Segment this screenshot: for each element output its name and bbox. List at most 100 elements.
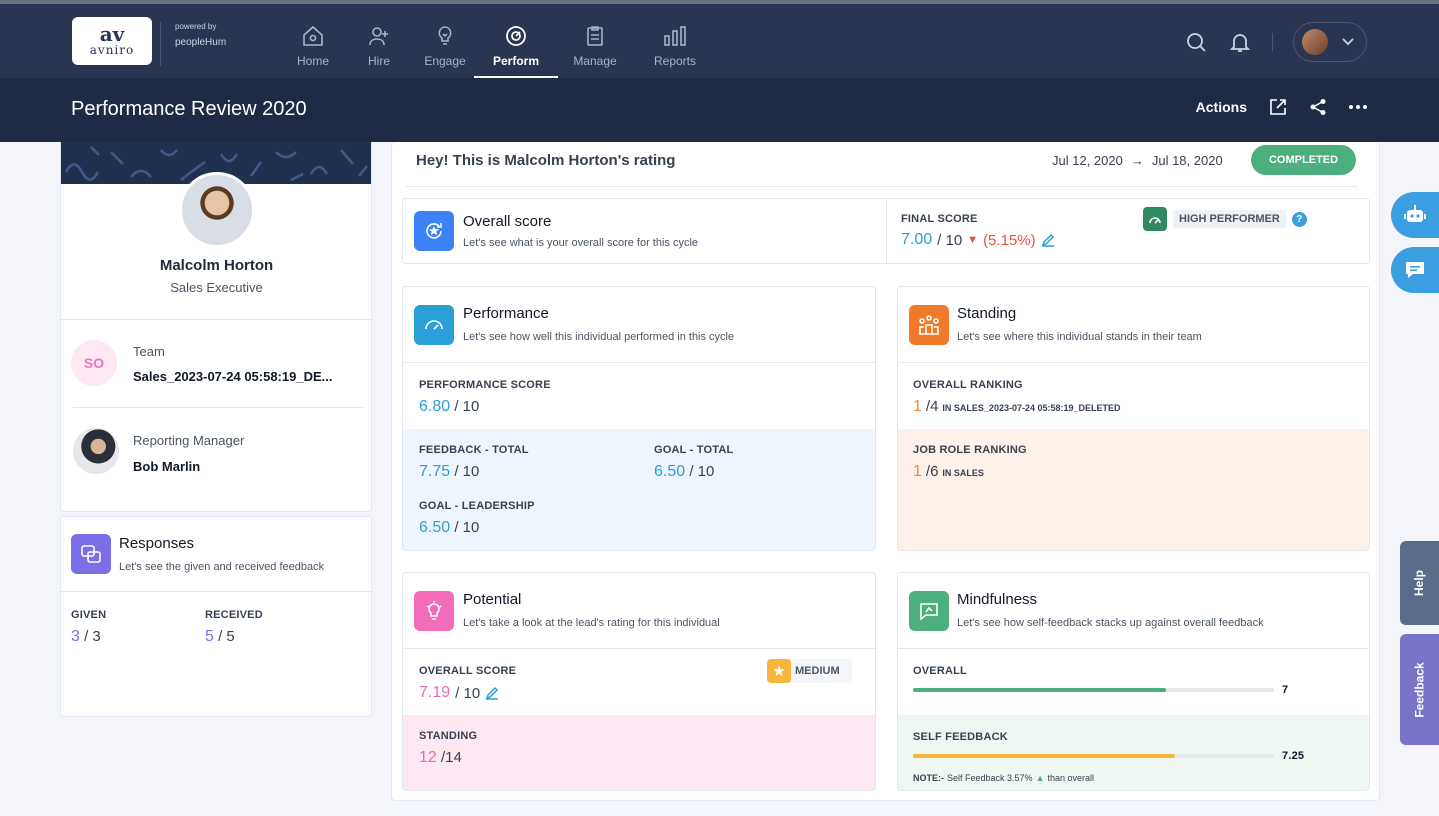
review-dates: Jul 12, 2020 → Jul 18, 2020 xyxy=(1052,153,1223,168)
responses-title: Responses xyxy=(119,535,195,552)
nav-home[interactable]: Home xyxy=(280,4,346,78)
nav-hire[interactable]: Hire xyxy=(346,4,412,78)
user-menu[interactable] xyxy=(1293,22,1367,62)
performance-score: 6.80 / 10 xyxy=(419,398,479,416)
manager-avatar xyxy=(73,428,119,474)
overall-icon-box xyxy=(414,211,454,251)
goal-leadership-total: / 10 xyxy=(454,519,480,536)
standing-card: Standing Let's see where this individual… xyxy=(897,286,1370,551)
self-feedback-label: SELF FEEDBACK xyxy=(913,731,1008,743)
mindfulness-card: Mindfulness Let's see how self-feedback … xyxy=(897,572,1370,791)
received-value: 5 xyxy=(205,628,214,645)
note-suffix: than overall xyxy=(1047,773,1095,783)
received-label: RECEIVED xyxy=(205,609,263,621)
more-icon[interactable] xyxy=(1349,104,1367,110)
person-role: Sales Executive xyxy=(170,280,263,295)
share-icon[interactable] xyxy=(1309,98,1327,116)
logo-name: avniro xyxy=(89,43,135,57)
potential-title: Potential xyxy=(463,591,522,608)
nav-engage-label: Engage xyxy=(424,54,466,68)
help-tab[interactable]: Help xyxy=(1400,541,1439,625)
star-icon: ★ xyxy=(767,659,791,683)
actions-button[interactable]: Actions xyxy=(1195,99,1247,115)
arrow-up-icon: ▲ xyxy=(1035,773,1045,783)
end-date: Jul 18, 2020 xyxy=(1151,153,1223,168)
status-badge: COMPLETED xyxy=(1251,145,1356,175)
responses-card: Responses Let's see the given and receiv… xyxy=(60,516,373,717)
divider xyxy=(73,407,363,408)
standing-icon-box xyxy=(909,305,949,345)
powered-by-label: powered by xyxy=(175,22,217,31)
overall-ranking-scope: IN SALES_2023-07-24 05:58:19_DELETED xyxy=(942,403,1121,413)
given-score: 3 / 3 xyxy=(71,628,101,646)
refresh-star-icon xyxy=(426,223,442,239)
potential-score: 7.19/ 10 xyxy=(419,684,499,702)
overall-ranking-total: /4 xyxy=(925,398,939,415)
nav-manage[interactable]: Manage xyxy=(554,4,636,78)
final-score-total: / 10 xyxy=(937,231,963,249)
potential-badge: ★ MEDIUM xyxy=(767,659,852,683)
chatbot-button[interactable] xyxy=(1391,192,1439,238)
potential-score-total: / 10 xyxy=(455,684,481,702)
brand-logo[interactable]: av avniro xyxy=(72,17,152,65)
edit-icon[interactable] xyxy=(1041,233,1055,247)
bell-icon[interactable] xyxy=(1228,30,1252,54)
performance-icon-box xyxy=(414,305,454,345)
overall-ranking: 1/4 IN SALES_2023-07-24 05:58:19_DELETED xyxy=(913,398,1121,416)
nav-perform[interactable]: Perform xyxy=(474,4,558,79)
nav-engage[interactable]: Engage xyxy=(412,4,478,78)
self-feedback-section: SELF FEEDBACK 7.25 NOTE:- Self Feedback … xyxy=(898,715,1369,790)
note-label: NOTE:- xyxy=(913,773,944,783)
bulb-icon xyxy=(438,26,452,45)
podium-icon xyxy=(919,315,939,335)
job-ranking-section: JOB ROLE RANKING 1/6 IN SALES xyxy=(898,429,1369,550)
note-text: Self Feedback 3.57% xyxy=(947,773,1033,783)
chevron-down-icon xyxy=(1342,38,1354,46)
external-link-icon[interactable] xyxy=(1269,98,1287,116)
mindfulness-icon-box xyxy=(909,591,949,631)
header-actions: Actions xyxy=(1196,98,1367,116)
job-ranking: 1/6 IN SALES xyxy=(913,463,984,481)
received-score: 5 / 5 xyxy=(205,628,235,646)
divider xyxy=(403,648,875,649)
search-icon[interactable] xyxy=(1184,30,1208,54)
clipboard-icon xyxy=(587,26,603,46)
divider xyxy=(61,591,373,592)
divider xyxy=(406,186,1358,187)
job-ranking-label: JOB ROLE RANKING xyxy=(913,444,1027,456)
goal-leadership-label: GOAL - LEADERSHIP xyxy=(419,500,535,512)
job-ranking-value: 1 xyxy=(913,463,922,480)
page-title: Performance Review 2020 xyxy=(71,98,307,120)
potential-standing: 12 /14 xyxy=(419,749,462,767)
gauge-icon xyxy=(506,26,526,46)
bar-chart-icon xyxy=(664,26,686,46)
review-heading: Hey! This is Malcolm Horton's rating xyxy=(416,152,676,169)
nav-reports[interactable]: Reports xyxy=(636,4,714,78)
feedback-tab[interactable]: Feedback xyxy=(1400,634,1439,745)
divider xyxy=(61,319,373,320)
avatar xyxy=(1302,29,1328,55)
feedback-total-value: 7.75 xyxy=(419,463,451,480)
profile-photo xyxy=(179,172,255,248)
arrow-right-icon: → xyxy=(1130,153,1144,168)
overall-ranking-value: 1 xyxy=(913,398,922,415)
manager-label: Reporting Manager xyxy=(133,433,245,448)
potential-standing-total: /14 xyxy=(440,749,462,766)
self-feedback-progress-bar xyxy=(913,754,1274,758)
final-score-value: 7.00 xyxy=(901,231,933,248)
given-total: / 3 xyxy=(84,628,101,645)
performance-score-label: PERFORMANCE SCORE xyxy=(419,379,551,391)
mindfulness-subtitle: Let's see how self-feedback stacks up ag… xyxy=(957,617,1264,629)
help-icon[interactable]: ? xyxy=(1291,211,1307,227)
self-feedback-value: 7.25 xyxy=(1282,750,1305,762)
potential-standing-section: STANDING 12 /14 xyxy=(403,715,875,790)
potential-score-value: 7.19 xyxy=(419,684,451,701)
messages-button[interactable] xyxy=(1391,247,1439,293)
edit-icon[interactable] xyxy=(485,686,499,700)
main-nav: Home Hire Engage Perform Manage Reports xyxy=(280,4,714,79)
potential-standing-label: STANDING xyxy=(419,730,478,742)
nav-hire-label: Hire xyxy=(367,54,390,68)
person-name: Malcolm Horton xyxy=(159,257,274,274)
team-label: Team xyxy=(133,344,165,359)
start-date: Jul 12, 2020 xyxy=(1052,153,1123,168)
